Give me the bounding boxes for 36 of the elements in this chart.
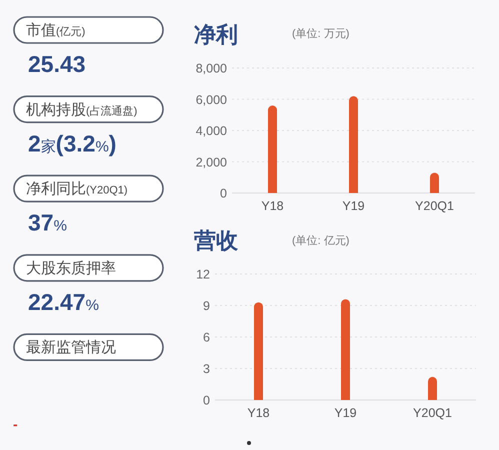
y-tick-label: 0: [203, 394, 210, 408]
x-tick-label: Y18: [247, 406, 270, 420]
bar: [254, 302, 263, 400]
bar: [341, 299, 350, 400]
x-tick-label: Y20Q1: [413, 406, 452, 420]
category-label: 市值(亿元): [26, 22, 86, 39]
category-label: 最新监管情况: [26, 339, 116, 356]
y-tick-label: 9: [203, 299, 210, 313]
category-label: 机构持股(占流通盘): [26, 101, 138, 118]
x-tick-label: Y18: [261, 199, 284, 213]
y-tick-label: 4,000: [196, 124, 228, 138]
chart-subtitle: (单位: 万元): [292, 27, 350, 40]
x-tick-label: Y19: [334, 406, 357, 420]
bar: [268, 106, 277, 193]
text: -: [13, 416, 18, 432]
y-tick-label: 3: [203, 362, 210, 376]
y-tick-label: 8,000: [196, 62, 228, 76]
y-tick-label: 0: [220, 186, 228, 200]
bar: [349, 96, 358, 193]
chart-title: 营收: [193, 228, 239, 253]
chart-subtitle: (单位: 亿元): [292, 234, 350, 247]
x-tick-label: Y20Q1: [415, 199, 454, 213]
text: 2家(3.2%): [28, 130, 116, 156]
chart-title: 净利: [194, 22, 238, 47]
y-tick-label: 6: [203, 330, 210, 344]
text: 25.43: [28, 51, 86, 77]
category-label: 净利同比(Y20Q1): [26, 180, 128, 198]
y-tick-label: 12: [196, 268, 210, 282]
text: 37%: [28, 210, 67, 236]
y-tick-label: 6,000: [196, 92, 228, 107]
category-label: 大股东质押率: [26, 260, 116, 277]
y-tick-label: 2,000: [196, 155, 228, 170]
x-tick-label: Y19: [342, 199, 365, 213]
text: 22.47%: [28, 288, 99, 315]
bar: [428, 376, 437, 400]
bar: [430, 172, 439, 193]
